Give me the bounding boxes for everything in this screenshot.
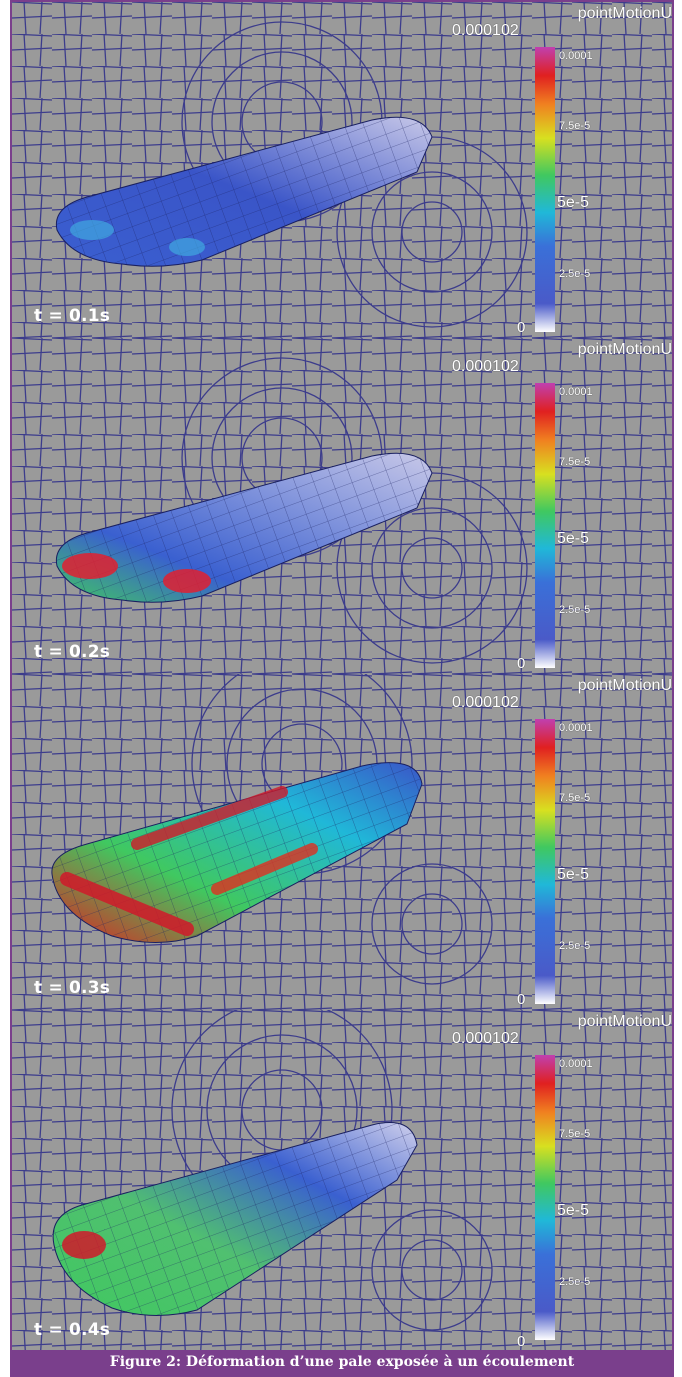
colorbar-tick: 5e-5: [557, 866, 590, 883]
colorbar-tick: 7.5e-5: [559, 1128, 591, 1140]
mesh-background: [12, 2, 672, 338]
colorbar-title: pointMotionU: [577, 677, 672, 694]
colorbar-max-label: 0.000102: [452, 1030, 519, 1047]
colorbar-title: pointMotionU: [577, 5, 672, 22]
colorbar-tick: 0.0001: [559, 50, 593, 62]
colorbar-max-label: 0.000102: [452, 358, 519, 375]
colorbar-gradient: [535, 47, 555, 332]
colorbar-tick: 7.5e-5: [559, 792, 591, 804]
colorbar-zero-label: 0: [517, 991, 526, 1008]
colorbar-zero-label: 0: [517, 655, 526, 672]
mesh-background: [12, 674, 672, 1010]
time-label: t = 0.3s: [34, 978, 111, 998]
mesh-background: [12, 338, 672, 674]
time-label: t = 0.1s: [34, 306, 111, 326]
figure-caption: Figure 2: Déformation d’une pale exposée…: [10, 1350, 674, 1377]
colorbar-gradient: [535, 719, 555, 1004]
colorbar-tick: 2.5e-5: [559, 268, 591, 280]
colorbar-max-label: 0.000102: [452, 694, 519, 711]
colorbar-title: pointMotionU: [577, 341, 672, 358]
colorbar-gradient: [535, 383, 555, 668]
figure-frame: pointMotionU 0.000102 0.0001 7.5e-5 5e-5…: [10, 0, 674, 1377]
time-label: t = 0.2s: [34, 642, 111, 662]
panel-t01: pointMotionU 0.000102 0.0001 7.5e-5 5e-5…: [12, 2, 672, 338]
colorbar-tick: 5e-5: [557, 530, 590, 547]
colorbar-tick: 0.0001: [559, 1058, 593, 1070]
colorbar-tick: 5e-5: [557, 194, 590, 211]
colorbar-tick: 7.5e-5: [559, 456, 591, 468]
panel-t03: pointMotionU 0.000102 0.0001 7.5e-5 5e-5…: [12, 674, 672, 1010]
colorbar-title: pointMotionU: [577, 1013, 672, 1030]
colorbar-tick: 2.5e-5: [559, 1276, 591, 1288]
colorbar-tick: 0.0001: [559, 386, 593, 398]
colorbar-tick: 5e-5: [557, 1202, 590, 1219]
colorbar-zero-label: 0: [517, 1333, 526, 1350]
colorbar-zero-label: 0: [517, 319, 526, 336]
colorbar-tick: 2.5e-5: [559, 940, 591, 952]
colorbar-tick: 2.5e-5: [559, 604, 591, 616]
panel-t04: pointMotionU 0.000102 0.0001 7.5e-5 5e-5…: [12, 1010, 672, 1352]
panel-t02: pointMotionU 0.000102 0.0001 7.5e-5 5e-5…: [12, 338, 672, 674]
mesh-background: [12, 1010, 672, 1352]
time-label: t = 0.4s: [34, 1320, 111, 1340]
colorbar-tick: 0.0001: [559, 722, 593, 734]
colorbar-tick: 7.5e-5: [559, 120, 591, 132]
colorbar-gradient: [535, 1055, 555, 1340]
colorbar-max-label: 0.000102: [452, 22, 519, 39]
